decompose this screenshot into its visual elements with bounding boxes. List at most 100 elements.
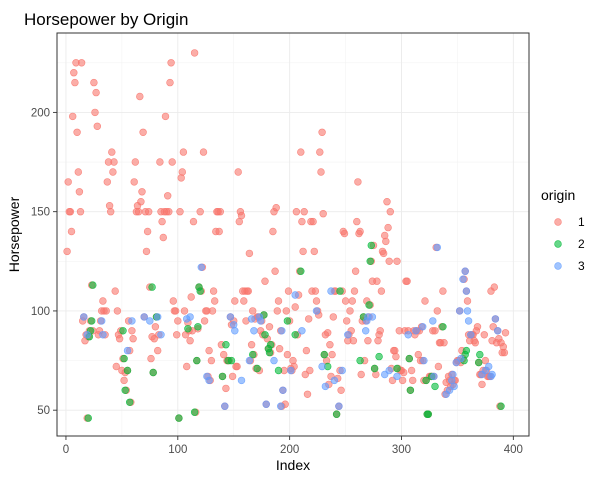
data-point-origin-1 — [147, 354, 155, 363]
data-point-origin-1 — [364, 337, 372, 345]
data-point-origin-1 — [273, 307, 281, 315]
data-point-origin-3 — [247, 315, 256, 323]
data-point-origin-1 — [186, 337, 194, 345]
data-point-origin-3 — [298, 327, 306, 335]
data-point-origin-1 — [391, 346, 399, 355]
data-point-origin-2 — [462, 346, 471, 355]
data-point-origin-1 — [159, 233, 168, 242]
data-point-origin-1 — [161, 112, 170, 121]
data-point-origin-3 — [368, 313, 377, 321]
data-point-origin-1 — [113, 307, 122, 315]
data-point-origin-2 — [365, 301, 373, 309]
data-point-origin-1 — [300, 208, 308, 216]
data-point-origin-2 — [424, 410, 432, 418]
data-point-origin-1 — [183, 362, 191, 371]
data-point-origin-1 — [269, 227, 277, 236]
data-point-origin-1 — [231, 297, 239, 305]
data-point-origin-3 — [291, 291, 299, 299]
data-point-origin-1 — [75, 188, 84, 196]
data-point-origin-1 — [434, 362, 443, 371]
data-point-origin-1 — [377, 287, 386, 295]
data-point-origin-1 — [265, 323, 274, 331]
data-point-origin-1 — [106, 208, 115, 216]
data-point-origin-1 — [282, 307, 290, 315]
data-point-origin-1 — [310, 247, 318, 256]
data-point-origin-1 — [379, 249, 388, 258]
data-point-origin-1 — [143, 227, 152, 236]
data-point-origin-3 — [467, 331, 475, 339]
legend-label-origin-1: 1 — [578, 215, 585, 229]
legend-key-origin-2 — [554, 240, 562, 248]
data-point-origin-3 — [312, 307, 321, 315]
data-point-origin-3 — [262, 400, 270, 408]
y-axis-title: Horsepower — [6, 196, 22, 272]
data-point-origin-3 — [429, 317, 437, 325]
data-point-origin-2 — [356, 356, 364, 365]
data-point-origin-1 — [216, 208, 225, 216]
data-point-origin-1 — [354, 178, 362, 186]
data-point-origin-1 — [272, 204, 280, 212]
data-point-origin-1 — [392, 352, 400, 361]
data-point-origin-3 — [430, 372, 438, 381]
data-point-origin-1 — [291, 303, 299, 311]
data-point-origin-3 — [226, 313, 235, 321]
data-point-origin-1 — [353, 217, 361, 226]
data-point-origin-2 — [261, 331, 269, 339]
data-point-origin-1 — [309, 217, 317, 226]
data-point-origin-1 — [102, 307, 110, 315]
data-point-origin-3 — [146, 317, 154, 325]
data-point-origin-1 — [215, 227, 223, 236]
data-point-origin-1 — [211, 297, 219, 305]
data-point-origin-3 — [256, 317, 265, 325]
data-point-origin-1 — [356, 227, 364, 236]
data-point-origin-1 — [209, 287, 218, 295]
data-point-origin-2 — [439, 323, 447, 331]
data-point-origin-1 — [128, 327, 136, 335]
data-point-origin-1 — [228, 372, 237, 381]
data-point-origin-1 — [403, 277, 411, 285]
x-tick-label: 300 — [392, 444, 411, 456]
data-point-origin-3 — [128, 317, 136, 325]
legend-label-origin-3: 3 — [578, 259, 585, 273]
data-point-origin-1 — [439, 287, 447, 295]
data-point-origin-1 — [108, 148, 116, 156]
data-point-origin-3 — [270, 356, 278, 365]
x-axis-title: Index — [276, 457, 310, 473]
data-point-origin-1 — [139, 128, 147, 137]
data-point-origin-1 — [471, 339, 479, 347]
data-point-origin-1 — [346, 307, 354, 315]
data-point-origin-1 — [91, 108, 99, 117]
data-point-origin-1 — [131, 158, 140, 166]
data-point-origin-2 — [194, 323, 202, 331]
data-point-origin-1 — [500, 348, 509, 357]
data-point-origin-1 — [299, 247, 307, 256]
data-point-origin-2 — [336, 287, 344, 295]
data-point-origin-2 — [366, 257, 374, 265]
data-point-origin-1 — [383, 198, 391, 206]
data-point-origin-1 — [71, 78, 79, 87]
data-point-origin-1 — [169, 297, 178, 305]
data-point-origin-1 — [156, 158, 164, 166]
data-point-origin-1 — [385, 257, 393, 265]
data-point-origin-1 — [234, 168, 242, 176]
data-point-origin-3 — [157, 331, 165, 339]
data-point-origin-1 — [63, 247, 71, 256]
data-point-origin-1 — [247, 341, 256, 349]
legend: origin 1 2 3 — [541, 187, 585, 273]
data-point-origin-1 — [90, 78, 98, 87]
data-point-origin-1 — [93, 122, 102, 131]
data-point-origin-2 — [393, 364, 401, 373]
data-point-origin-1 — [109, 168, 117, 176]
data-point-origin-1 — [208, 307, 217, 315]
panel-background — [57, 33, 529, 436]
data-point-origin-1 — [200, 317, 209, 325]
data-point-origin-1 — [318, 128, 326, 137]
data-point-origin-1 — [329, 313, 337, 321]
data-point-origin-1 — [463, 297, 472, 305]
y-tick-label: 100 — [31, 306, 50, 318]
data-point-origin-2 — [422, 376, 430, 385]
x-tick-label: 200 — [280, 444, 299, 456]
data-point-origin-1 — [480, 331, 488, 339]
data-point-origin-1 — [129, 335, 137, 343]
data-point-origin-3 — [97, 317, 106, 325]
